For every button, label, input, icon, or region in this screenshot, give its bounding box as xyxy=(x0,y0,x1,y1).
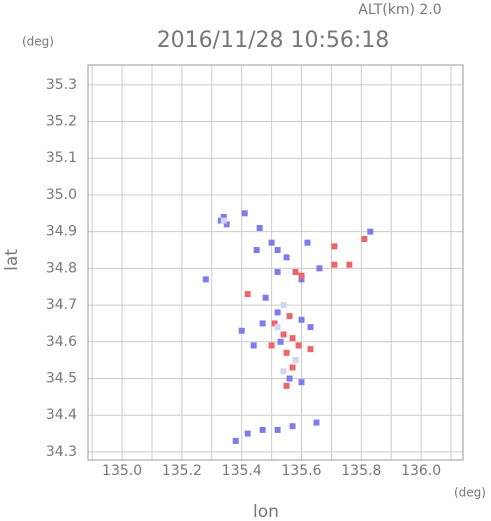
echo-point xyxy=(313,419,320,426)
y-tick-label: 34.4 xyxy=(46,407,77,423)
echo-point xyxy=(283,382,290,389)
echo-point xyxy=(244,291,251,298)
echo-point xyxy=(298,316,305,323)
echo-point xyxy=(223,221,230,228)
echo-point xyxy=(289,364,296,371)
x-tick-label: 135.0 xyxy=(102,463,142,479)
echo-point xyxy=(307,324,314,331)
echo-point xyxy=(220,217,227,224)
echo-point xyxy=(232,437,239,444)
x-tick-label: 135.8 xyxy=(341,463,381,479)
echo-point xyxy=(367,228,374,235)
echo-point xyxy=(280,331,287,338)
plot-frame xyxy=(87,64,464,461)
echo-point xyxy=(244,430,251,437)
echo-point xyxy=(274,269,281,276)
echo-point xyxy=(280,302,287,309)
x-tick-label: 135.4 xyxy=(222,463,262,479)
echo-point xyxy=(256,224,263,231)
echo-point xyxy=(292,269,299,276)
y-tick-label: 35.3 xyxy=(46,77,77,93)
echo-point xyxy=(277,338,284,345)
echo-point xyxy=(259,320,266,327)
echo-point xyxy=(241,210,248,217)
echo-point xyxy=(316,265,323,272)
y-tick-label: 34.5 xyxy=(46,371,77,387)
y-tick-label: 34.8 xyxy=(46,260,77,276)
y-axis-label: lat xyxy=(2,249,22,271)
echo-point xyxy=(295,342,302,349)
x-unit: (deg) xyxy=(454,486,486,500)
x-axis-label: lon xyxy=(253,502,279,521)
echo-point xyxy=(274,247,281,254)
altitude-label: ALT(km) 2.0 xyxy=(358,2,441,18)
echo-point xyxy=(331,261,338,268)
echo-point xyxy=(298,379,305,386)
echo-point xyxy=(298,276,305,283)
chart-title: 2016/11/28 10:56:18 xyxy=(157,28,390,53)
echo-point xyxy=(268,239,275,246)
echo-point xyxy=(304,239,311,246)
y-tick-label: 35.2 xyxy=(46,114,77,130)
echo-point xyxy=(307,346,314,353)
echo-point xyxy=(220,213,227,220)
y-tick-label: 34.3 xyxy=(46,444,77,460)
echo-point xyxy=(202,276,209,283)
echo-point xyxy=(250,342,257,349)
x-tick-label: 135.6 xyxy=(281,463,321,479)
echo-point xyxy=(274,426,281,433)
echo-point xyxy=(238,327,245,334)
echo-point xyxy=(280,368,287,375)
echo-point xyxy=(259,426,266,433)
echo-point xyxy=(283,349,290,356)
x-tick-label: 136.0 xyxy=(401,463,441,479)
y-tick-label: 35.1 xyxy=(46,150,77,166)
echo-point xyxy=(268,342,275,349)
echo-point xyxy=(331,243,338,250)
echo-point xyxy=(286,313,293,320)
echo-point xyxy=(271,320,278,327)
y-tick-label: 34.7 xyxy=(46,297,77,313)
x-tick-label: 135.2 xyxy=(162,463,202,479)
echo-point xyxy=(274,309,281,316)
echo-point xyxy=(262,294,269,301)
echo-point xyxy=(286,375,293,382)
y-tick-label: 34.6 xyxy=(46,334,77,350)
y-tick-label: 34.9 xyxy=(46,224,77,240)
echo-point xyxy=(292,357,299,364)
echo-point xyxy=(283,254,290,261)
y-unit: (deg) xyxy=(22,35,54,49)
echo-point xyxy=(253,247,260,254)
y-tick-label: 35.0 xyxy=(46,187,77,203)
echo-point xyxy=(289,423,296,430)
echo-point xyxy=(346,261,353,268)
echo-point xyxy=(361,236,368,243)
echo-point xyxy=(298,272,305,279)
echo-point xyxy=(274,324,281,331)
echo-point xyxy=(289,335,296,342)
